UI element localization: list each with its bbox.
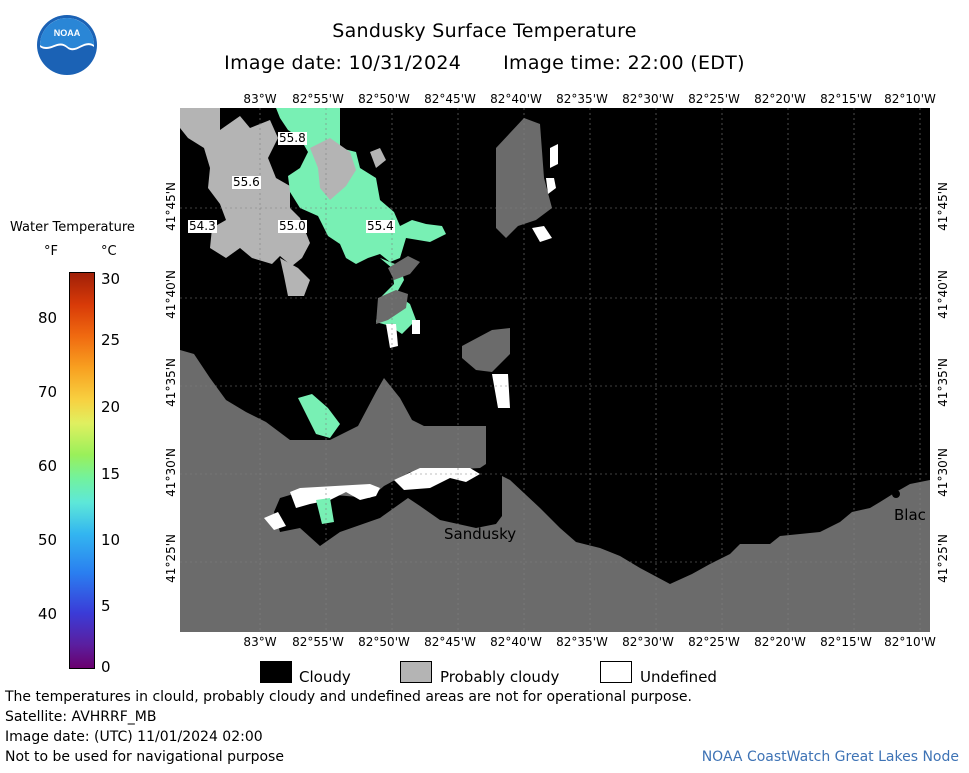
latitude-label: 41°25'N <box>936 534 950 583</box>
latitude-label: 41°25'N <box>164 534 178 583</box>
latitude-label: 41°45'N <box>936 182 950 231</box>
colorbar-unit-c: °C <box>101 244 117 259</box>
legend-label-probably-cloudy: Probably cloudy <box>440 668 560 686</box>
colorbar-tick-c: 5 <box>101 597 111 615</box>
colorbar-tick-f: 40 <box>38 605 58 623</box>
map-canvas <box>180 108 930 632</box>
colorbar-tick-c: 20 <box>101 398 121 416</box>
legend-swatch-probably-cloudy <box>400 661 432 683</box>
footer-note: The temperatures in clould, probably clo… <box>5 689 692 705</box>
footer-utc-date: Image date: (UTC) 11/01/2024 02:00 <box>5 729 263 745</box>
longitude-label: 82°50'W <box>358 635 410 649</box>
noaa-logo-icon: NOAA <box>37 15 97 75</box>
longitude-label: 82°15'W <box>820 92 872 106</box>
longitude-label: 82°15'W <box>820 635 872 649</box>
longitude-label: 83°W <box>243 635 277 649</box>
city-marker <box>892 490 900 498</box>
footer-node-link[interactable]: NOAA CoastWatch Great Lakes Node <box>701 749 959 765</box>
temp-label: 55.6 <box>232 175 261 189</box>
colorbar-tick-f: 70 <box>38 383 58 401</box>
latitude-label: 41°35'N <box>164 358 178 407</box>
temp-label: 54.3 <box>188 219 217 233</box>
colorbar-tick-c: 10 <box>101 531 121 549</box>
longitude-label: 82°55'W <box>292 92 344 106</box>
probably-cloudy-region <box>370 148 386 168</box>
colorbar-tick-c: 30 <box>101 270 121 288</box>
svg-text:NOAA: NOAA <box>54 28 81 38</box>
ohio-shoreline <box>180 350 930 632</box>
undefined-region <box>290 484 380 508</box>
longitude-label: 82°35'W <box>556 635 608 649</box>
longitude-label: 82°50'W <box>358 92 410 106</box>
undefined-region <box>264 512 286 530</box>
longitude-label: 83°W <box>243 92 277 106</box>
undefined-region <box>394 468 480 490</box>
probably-cloudy-region <box>310 138 356 200</box>
colorbar-tick-c: 25 <box>101 331 121 349</box>
longitude-label: 82°25'W <box>688 635 740 649</box>
water-temp-region <box>316 498 334 524</box>
map-subtitle: Image date: 10/31/2024 Image time: 22:00 … <box>0 52 969 74</box>
longitude-label: 82°10'W <box>884 635 936 649</box>
longitude-label: 82°55'W <box>292 635 344 649</box>
map-frame <box>180 108 930 632</box>
latitude-label: 41°30'N <box>936 448 950 497</box>
longitude-label: 82°30'W <box>622 635 674 649</box>
longitude-label: 82°25'W <box>688 92 740 106</box>
image-time: Image time: 22:00 (EDT) <box>503 52 745 74</box>
place-label-sandusky: Sandusky <box>444 525 517 543</box>
colorbar-title: Water Temperature <box>10 220 135 235</box>
longitude-label: 82°20'W <box>754 635 806 649</box>
colorbar <box>69 272 95 669</box>
island <box>388 256 420 280</box>
noaa-logo: NOAA <box>36 14 98 76</box>
legend-label-undefined: Undefined <box>640 668 717 686</box>
island <box>376 290 408 324</box>
colorbar-tick-c: 0 <box>101 658 111 676</box>
longitude-label: 82°20'W <box>754 92 806 106</box>
undefined-region <box>532 144 558 242</box>
colorbar-tick-f: 80 <box>38 309 58 327</box>
latitude-label: 41°30'N <box>164 448 178 497</box>
water-temp-region <box>298 394 340 438</box>
temp-label: 55.4 <box>366 219 395 233</box>
longitude-label: 82°45'W <box>424 92 476 106</box>
colorbar-tick-c: 15 <box>101 465 121 483</box>
colorbar-tick-f: 50 <box>38 531 58 549</box>
legend-label-cloudy: Cloudy <box>299 668 351 686</box>
colorbar-unit-f: °F <box>44 244 58 259</box>
longitude-label: 82°10'W <box>884 92 936 106</box>
undefined-region <box>386 320 510 408</box>
legend-swatch-cloudy <box>260 661 292 683</box>
map-grid <box>180 108 930 632</box>
probably-cloudy-region <box>280 258 310 296</box>
longitude-label: 82°30'W <box>622 92 674 106</box>
latitude-label: 41°35'N <box>936 358 950 407</box>
latitude-label: 41°40'N <box>936 270 950 319</box>
legend-swatch-undefined <box>600 661 632 683</box>
longitude-label: 82°40'W <box>490 635 542 649</box>
footer-satellite: Satellite: AVHRRF_MB <box>5 709 157 725</box>
colorbar-tick-f: 60 <box>38 457 58 475</box>
temp-label: 55.8 <box>278 131 307 145</box>
longitude-label: 82°45'W <box>424 635 476 649</box>
island <box>462 328 510 372</box>
latitude-label: 41°45'N <box>164 182 178 231</box>
place-label-black: Blac <box>894 506 926 524</box>
map-title: Sandusky Surface Temperature <box>332 20 637 42</box>
footer-nav-warning: Not to be used for navigational purpose <box>5 749 284 765</box>
latitude-label: 41°40'N <box>164 270 178 319</box>
temp-label: 55.0 <box>278 219 307 233</box>
image-date: Image date: 10/31/2024 <box>224 52 462 74</box>
longitude-label: 82°40'W <box>490 92 542 106</box>
longitude-label: 82°35'W <box>556 92 608 106</box>
